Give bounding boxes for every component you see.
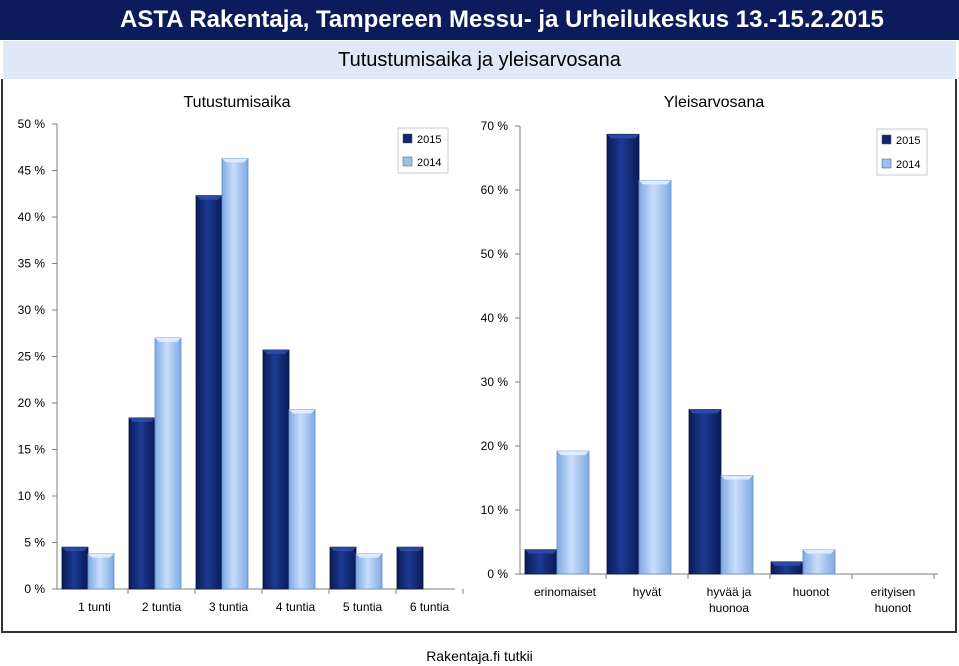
legend-label-2015: 2015 [896, 135, 920, 147]
x-tick-label: 5 tuntia [343, 600, 383, 614]
bar-bevel [397, 547, 423, 552]
y-tick-label: 45 % [18, 164, 46, 178]
y-tick-label: 25 % [18, 350, 46, 364]
y-tick-label: 40 % [481, 311, 509, 325]
charts-frame [1, 79, 957, 633]
bar-2015-2-tuntia [128, 417, 156, 590]
bar-bevel [356, 553, 382, 558]
y-tick-label: 35 % [18, 257, 46, 271]
bar-bevel [263, 349, 289, 354]
x-tick-label: hyvää ja huonoa [707, 585, 752, 615]
x-tick-label: hyvät [633, 585, 662, 599]
bar-bevel [330, 547, 356, 552]
x-tick-label: 4 tuntia [276, 600, 316, 614]
y-tick-label: 20 % [18, 396, 46, 410]
y-tick-label: 5 % [24, 536, 45, 550]
bar-2015-3-tuntia [195, 195, 223, 590]
legend-box [397, 127, 449, 174]
x-tick-label: 2 tuntia [142, 600, 182, 614]
y-tick-label: 0 % [24, 582, 45, 596]
legend-swatch-2015 [881, 134, 892, 145]
bar-2014-1-tunti [87, 553, 115, 590]
y-tick-label: 50 % [481, 247, 509, 261]
bar-bevel [721, 475, 753, 480]
bar-2015-6-tuntia [396, 546, 424, 590]
bar-2014-2-tuntia [154, 337, 182, 590]
bar-bevel [689, 409, 721, 414]
chart-title: Yleisarvosana [664, 94, 765, 111]
section-title: Tutustumisaika ja yleisarvosana [3, 41, 956, 79]
y-tick-label: 30 % [481, 375, 509, 389]
x-tick-label: erinomaiset [534, 585, 597, 599]
bar-bevel [196, 195, 222, 200]
y-tick-label: 10 % [18, 489, 46, 503]
y-tick-label: 50 % [18, 117, 46, 131]
x-tick-label: 3 tuntia [209, 600, 249, 614]
y-tick-label: 40 % [18, 210, 46, 224]
bar-2014-4-tuntia [288, 409, 316, 590]
legend-swatch-2015 [402, 133, 413, 144]
bar-bevel [771, 561, 803, 566]
x-tick-label: 6 tuntia [410, 600, 450, 614]
legend-label-2014: 2014 [896, 159, 920, 171]
bar-bevel [155, 337, 181, 342]
bar-bevel [129, 417, 155, 422]
bar-2015-hyvää-ja-huonoa [688, 409, 722, 575]
bar-bevel [639, 180, 671, 185]
bar-2015-5-tuntia [329, 546, 357, 590]
y-tick-label: 10 % [481, 503, 509, 517]
bar-2015-1-tunti [61, 546, 89, 590]
x-tick-label: erityisen huonot [871, 585, 916, 615]
legend-box [876, 128, 928, 176]
bar-2015-4-tuntia [262, 349, 290, 590]
y-tick-label: 0 % [487, 567, 508, 581]
legend-label-2014: 2014 [417, 157, 441, 169]
bar-bevel [289, 409, 315, 414]
bar-2014-5-tuntia [355, 553, 383, 590]
bar-bevel [62, 547, 88, 552]
bar-2014-erinomaiset [556, 450, 590, 575]
bar-bevel [803, 549, 835, 554]
y-tick-label: 70 % [481, 119, 509, 133]
bar-2014-huonot [802, 549, 836, 575]
footer-credit: Rakentaja.fi tutkii [426, 648, 533, 664]
y-tick-label: 60 % [481, 183, 509, 197]
bar-bevel [607, 134, 639, 139]
bar-2015-hyvät [606, 133, 640, 575]
chart-title: Tutustumisaika [184, 94, 291, 111]
bar-2014-hyvää-ja-huonoa [720, 475, 754, 575]
y-tick-label: 15 % [18, 443, 46, 457]
y-tick-label: 20 % [481, 439, 509, 453]
x-tick-label: 1 tunti [78, 600, 111, 614]
bar-bevel [557, 451, 589, 456]
report-title: ASTA Rakentaja, Tampereen Messu- ja Urhe… [0, 0, 959, 40]
x-tick-label: huonot [793, 585, 830, 599]
bar-2014-hyvät [638, 179, 672, 575]
bar-bevel [222, 158, 248, 163]
bar-bevel [88, 553, 114, 558]
y-tick-label: 30 % [18, 303, 46, 317]
legend-swatch-2014 [402, 156, 413, 167]
bar-bevel [525, 549, 557, 554]
bar-2014-3-tuntia [221, 158, 249, 590]
legend-label-2015: 2015 [417, 134, 441, 146]
legend-swatch-2014 [881, 158, 892, 169]
